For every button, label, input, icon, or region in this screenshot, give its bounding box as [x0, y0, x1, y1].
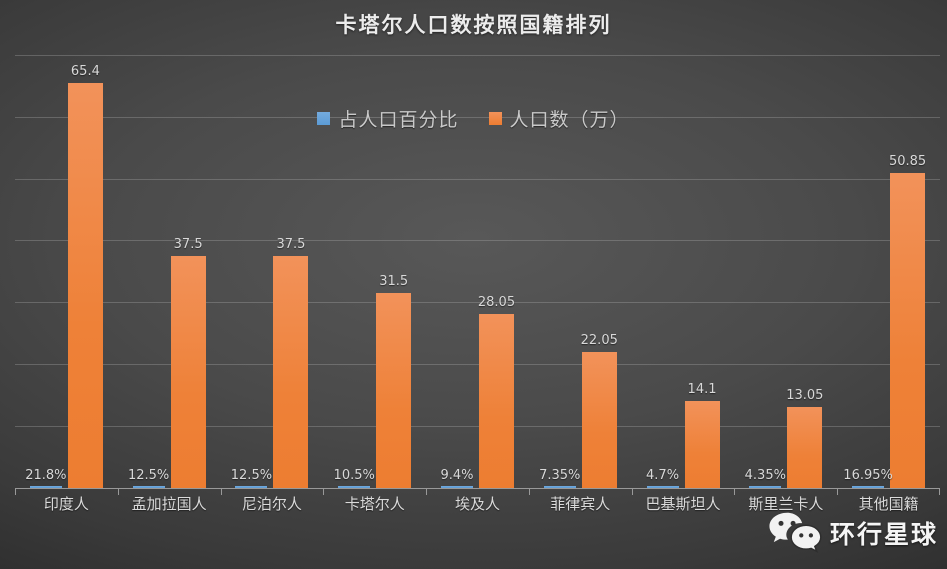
x-axis-line: [15, 488, 940, 489]
legend-label: 占人口百分比: [338, 109, 459, 131]
x-axis-tick: [323, 489, 325, 495]
bar-percent: [132, 486, 165, 488]
percent-data-label: 4.35%: [744, 468, 786, 483]
watermark: 环行星球: [768, 510, 938, 556]
percent-data-label: 10.5%: [333, 468, 375, 483]
gridline: [15, 116, 940, 118]
plot-area: 21.8% 65.4 印度人 12.5% 37.5 孟加拉国人 12.5% 37.5 尼泊尔人 1…: [15, 0, 940, 569]
percent-data-label: 12.5%: [230, 468, 273, 483]
category-group: 21.8% 65.4 印度人: [15, 0, 118, 569]
category-axis-label: 斯里兰卡人: [748, 495, 824, 513]
legend-marker-icon: [488, 112, 502, 125]
gridline: [15, 178, 940, 180]
percent-data-label: 7.35%: [539, 468, 581, 483]
gridline: [15, 302, 940, 304]
bar-percent: [235, 486, 268, 488]
population-data-label: 28.05: [477, 295, 516, 311]
legend-item-0: 占人口百分比: [317, 105, 458, 132]
bar-percent: [29, 486, 62, 488]
percent-data-label: 21.8%: [25, 468, 67, 483]
legend-item-1: 人口数（万）: [488, 105, 630, 132]
bar-percent: [852, 486, 885, 488]
bar-population: [478, 314, 514, 488]
wechat-icon: [768, 510, 822, 556]
category-axis-label: 尼泊尔人: [241, 495, 302, 513]
category-axis-label: 卡塔尔人: [344, 495, 405, 513]
percent-data-label: 16.95%: [843, 468, 893, 483]
population-data-label: 65.4: [70, 64, 100, 80]
category-group: 16.95% 50.85 其他国籍: [837, 0, 940, 569]
category-axis-label: 孟加拉国人: [131, 495, 207, 513]
population-data-label: 50.85: [888, 154, 927, 170]
x-axis-tick: [15, 489, 16, 495]
bar-population: [273, 255, 309, 488]
category-axis-label: 印度人: [43, 495, 89, 513]
x-axis-tick: [837, 489, 839, 495]
bar-population: [376, 293, 412, 488]
bar-population: [170, 255, 206, 488]
category-group: 12.5% 37.5 尼泊尔人: [221, 0, 324, 569]
x-axis-tick: [220, 489, 222, 495]
percent-data-label: 9.4%: [440, 468, 474, 483]
bar-population: [890, 173, 926, 488]
bar-percent: [543, 486, 576, 488]
percent-data-label: 4.7%: [646, 468, 680, 483]
category-group: 10.5% 31.5 卡塔尔人: [323, 0, 426, 569]
x-axis-tick: [426, 489, 428, 495]
category-group: 4.7% 14.1 巴基斯坦人: [632, 0, 735, 569]
gridline: [15, 240, 940, 242]
population-data-label: 37.5: [173, 236, 203, 252]
chart-legend: 占人口百分比 人口数（万）: [0, 105, 947, 132]
category-axis-label: 埃及人: [454, 495, 500, 513]
x-axis-tick: [734, 489, 736, 495]
category-axis-label: 其他国籍: [858, 495, 919, 513]
bar-population: [581, 351, 617, 488]
bar-percent: [749, 486, 782, 488]
bar-percent: [440, 486, 473, 488]
category-axis-label: 巴基斯坦人: [645, 495, 721, 513]
category-group: 9.4% 28.05 埃及人: [426, 0, 529, 569]
gridline: [15, 54, 940, 56]
bar-population: [684, 400, 720, 488]
population-data-label: 22.05: [580, 332, 618, 348]
watermark-text: 环行星球: [829, 520, 938, 549]
x-axis-tick: [117, 489, 119, 495]
x-axis-tick: [939, 489, 940, 495]
population-data-label: 31.5: [379, 274, 409, 290]
x-axis-tick: [528, 489, 530, 495]
population-data-label: 13.05: [786, 388, 824, 404]
category-group: 4.35% 13.05 斯里兰卡人: [734, 0, 837, 569]
bar-population: [67, 83, 103, 488]
x-axis-tick: [631, 489, 633, 495]
population-data-label: 37.5: [276, 236, 306, 252]
category-axis-label: 菲律宾人: [550, 495, 611, 513]
population-data-label: 14.1: [687, 381, 717, 397]
percent-data-label: 12.5%: [127, 468, 170, 483]
bar-percent: [338, 486, 371, 488]
bar-population: [787, 407, 823, 488]
category-group: 7.35% 22.05 菲律宾人: [529, 0, 632, 569]
bar-percent: [646, 486, 679, 488]
chart-title: 卡塔尔人口数按照国籍排列: [335, 12, 612, 37]
legend-label: 人口数（万）: [509, 109, 630, 131]
gridline: [15, 364, 940, 366]
legend-marker-icon: [317, 112, 331, 125]
gridline: [15, 426, 940, 428]
category-group: 12.5% 37.5 孟加拉国人: [118, 0, 221, 569]
